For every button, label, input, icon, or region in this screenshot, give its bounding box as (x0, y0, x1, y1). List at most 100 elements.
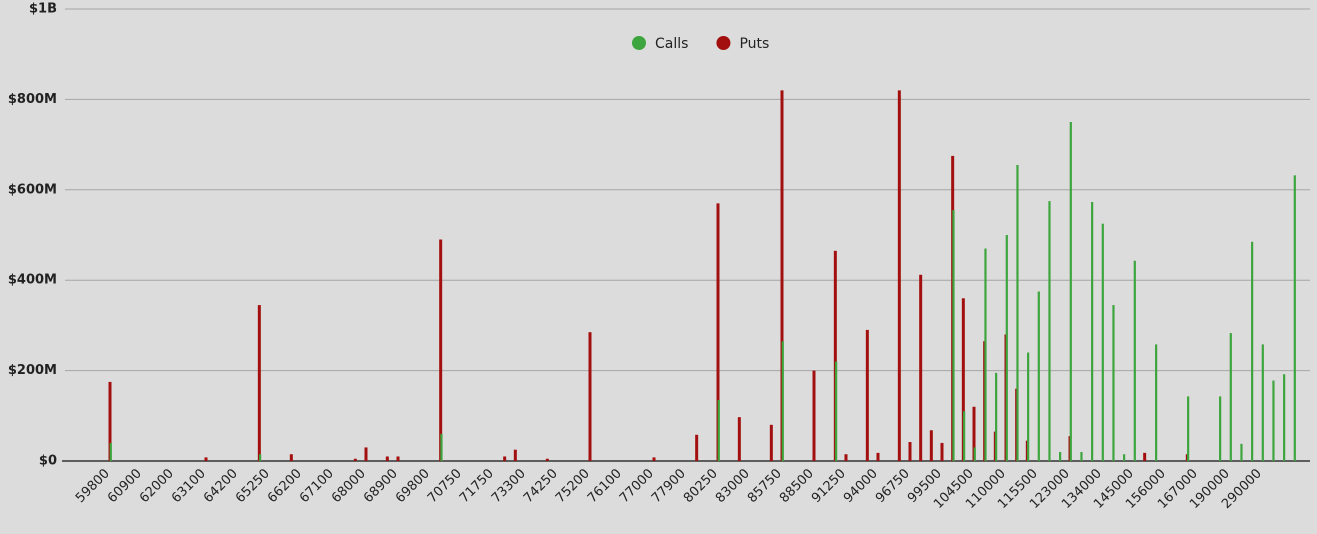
bar (439, 239, 443, 461)
bar (865, 329, 869, 461)
legend-marker (632, 36, 646, 50)
bar (737, 417, 741, 461)
bar (289, 454, 293, 461)
bar (973, 447, 976, 461)
x-tick-label: 60900 (105, 466, 145, 506)
bar (1240, 443, 1243, 461)
x-tick-label: 85750 (745, 466, 785, 506)
bar (1069, 122, 1072, 461)
y-tick-label: $200M (8, 363, 57, 378)
x-tick-label: 77000 (617, 466, 657, 506)
bar (1059, 451, 1062, 461)
bar (1101, 223, 1104, 461)
x-tick-label: 64200 (201, 466, 241, 506)
bar (652, 457, 656, 461)
bar (1293, 175, 1296, 461)
bar (919, 274, 923, 461)
bar (781, 341, 784, 461)
bar (1080, 451, 1083, 461)
bar (1272, 380, 1275, 461)
bar (940, 442, 944, 461)
x-tick-label: 70750 (425, 466, 465, 506)
bar (844, 454, 848, 461)
bar (833, 250, 837, 461)
bar (929, 430, 933, 461)
bar (716, 203, 720, 462)
bar (108, 381, 112, 461)
bar (1112, 305, 1115, 461)
bar (1005, 235, 1008, 461)
x-tick-label: 96750 (873, 466, 913, 506)
y-tick-label: $600M (8, 182, 57, 197)
bar (717, 399, 720, 461)
bar (440, 433, 443, 461)
x-tick-label: 80250 (681, 466, 721, 506)
x-tick-label: 74250 (521, 466, 561, 506)
bar (503, 456, 507, 461)
x-tick-label: 75200 (553, 466, 593, 506)
bar (780, 90, 784, 462)
bar (835, 361, 838, 461)
bar (963, 411, 966, 461)
x-tick-label: 71750 (457, 466, 497, 506)
x-tick-label: 62000 (137, 466, 177, 506)
bar (897, 90, 901, 462)
bar (1155, 344, 1158, 461)
y-tick-label: $0 (39, 454, 57, 469)
x-tick-label: 68900 (361, 466, 401, 506)
bar (1143, 452, 1147, 461)
x-tick-label: 68000 (329, 466, 369, 506)
x-tick-label: 73300 (489, 466, 529, 506)
bar (1123, 454, 1126, 461)
bar (1027, 352, 1030, 461)
x-tick-label: 94000 (841, 466, 881, 506)
bar (1219, 396, 1222, 461)
legend-label: Calls (655, 36, 688, 52)
bar (545, 458, 549, 461)
bar (1261, 344, 1264, 461)
bar (1016, 164, 1019, 461)
bar (961, 298, 965, 461)
y-tick-label: $1B (29, 2, 57, 17)
bar (396, 456, 400, 461)
x-tick-label: 91250 (809, 466, 849, 506)
bar (1091, 202, 1094, 461)
x-tick-label: 83000 (713, 466, 753, 506)
x-tick-label: 76100 (585, 466, 625, 506)
legend-label: Puts (739, 36, 769, 52)
bar (204, 457, 208, 461)
bar (513, 449, 517, 461)
x-tick-label: 69800 (393, 466, 433, 506)
bar (1048, 201, 1051, 461)
bar (259, 454, 262, 461)
bar (385, 456, 389, 461)
bar (1187, 396, 1190, 461)
x-tick-label: 66200 (265, 466, 305, 506)
bar (908, 442, 912, 461)
x-tick-label: 88500 (777, 466, 817, 506)
bar (995, 372, 998, 461)
bar (876, 452, 880, 461)
x-tick-label: 67100 (297, 466, 337, 506)
bar (257, 305, 261, 461)
bar (972, 406, 976, 461)
bar (1037, 291, 1040, 461)
legend-marker (716, 36, 731, 50)
bar (1283, 374, 1286, 461)
y-tick-label: $400M (8, 273, 57, 288)
y-tick-label: $800M (8, 92, 57, 107)
x-tick-label: 77900 (649, 466, 689, 506)
bar (109, 442, 112, 461)
bar (364, 447, 368, 461)
x-tick-label: 65250 (233, 466, 273, 506)
bar (588, 332, 592, 461)
bar (353, 458, 357, 461)
bar (1133, 260, 1136, 461)
x-tick-label: 63100 (169, 466, 209, 506)
bar (769, 424, 773, 461)
bar (952, 210, 955, 461)
bar (1229, 333, 1232, 461)
bar (1251, 241, 1254, 461)
bar (695, 434, 699, 461)
